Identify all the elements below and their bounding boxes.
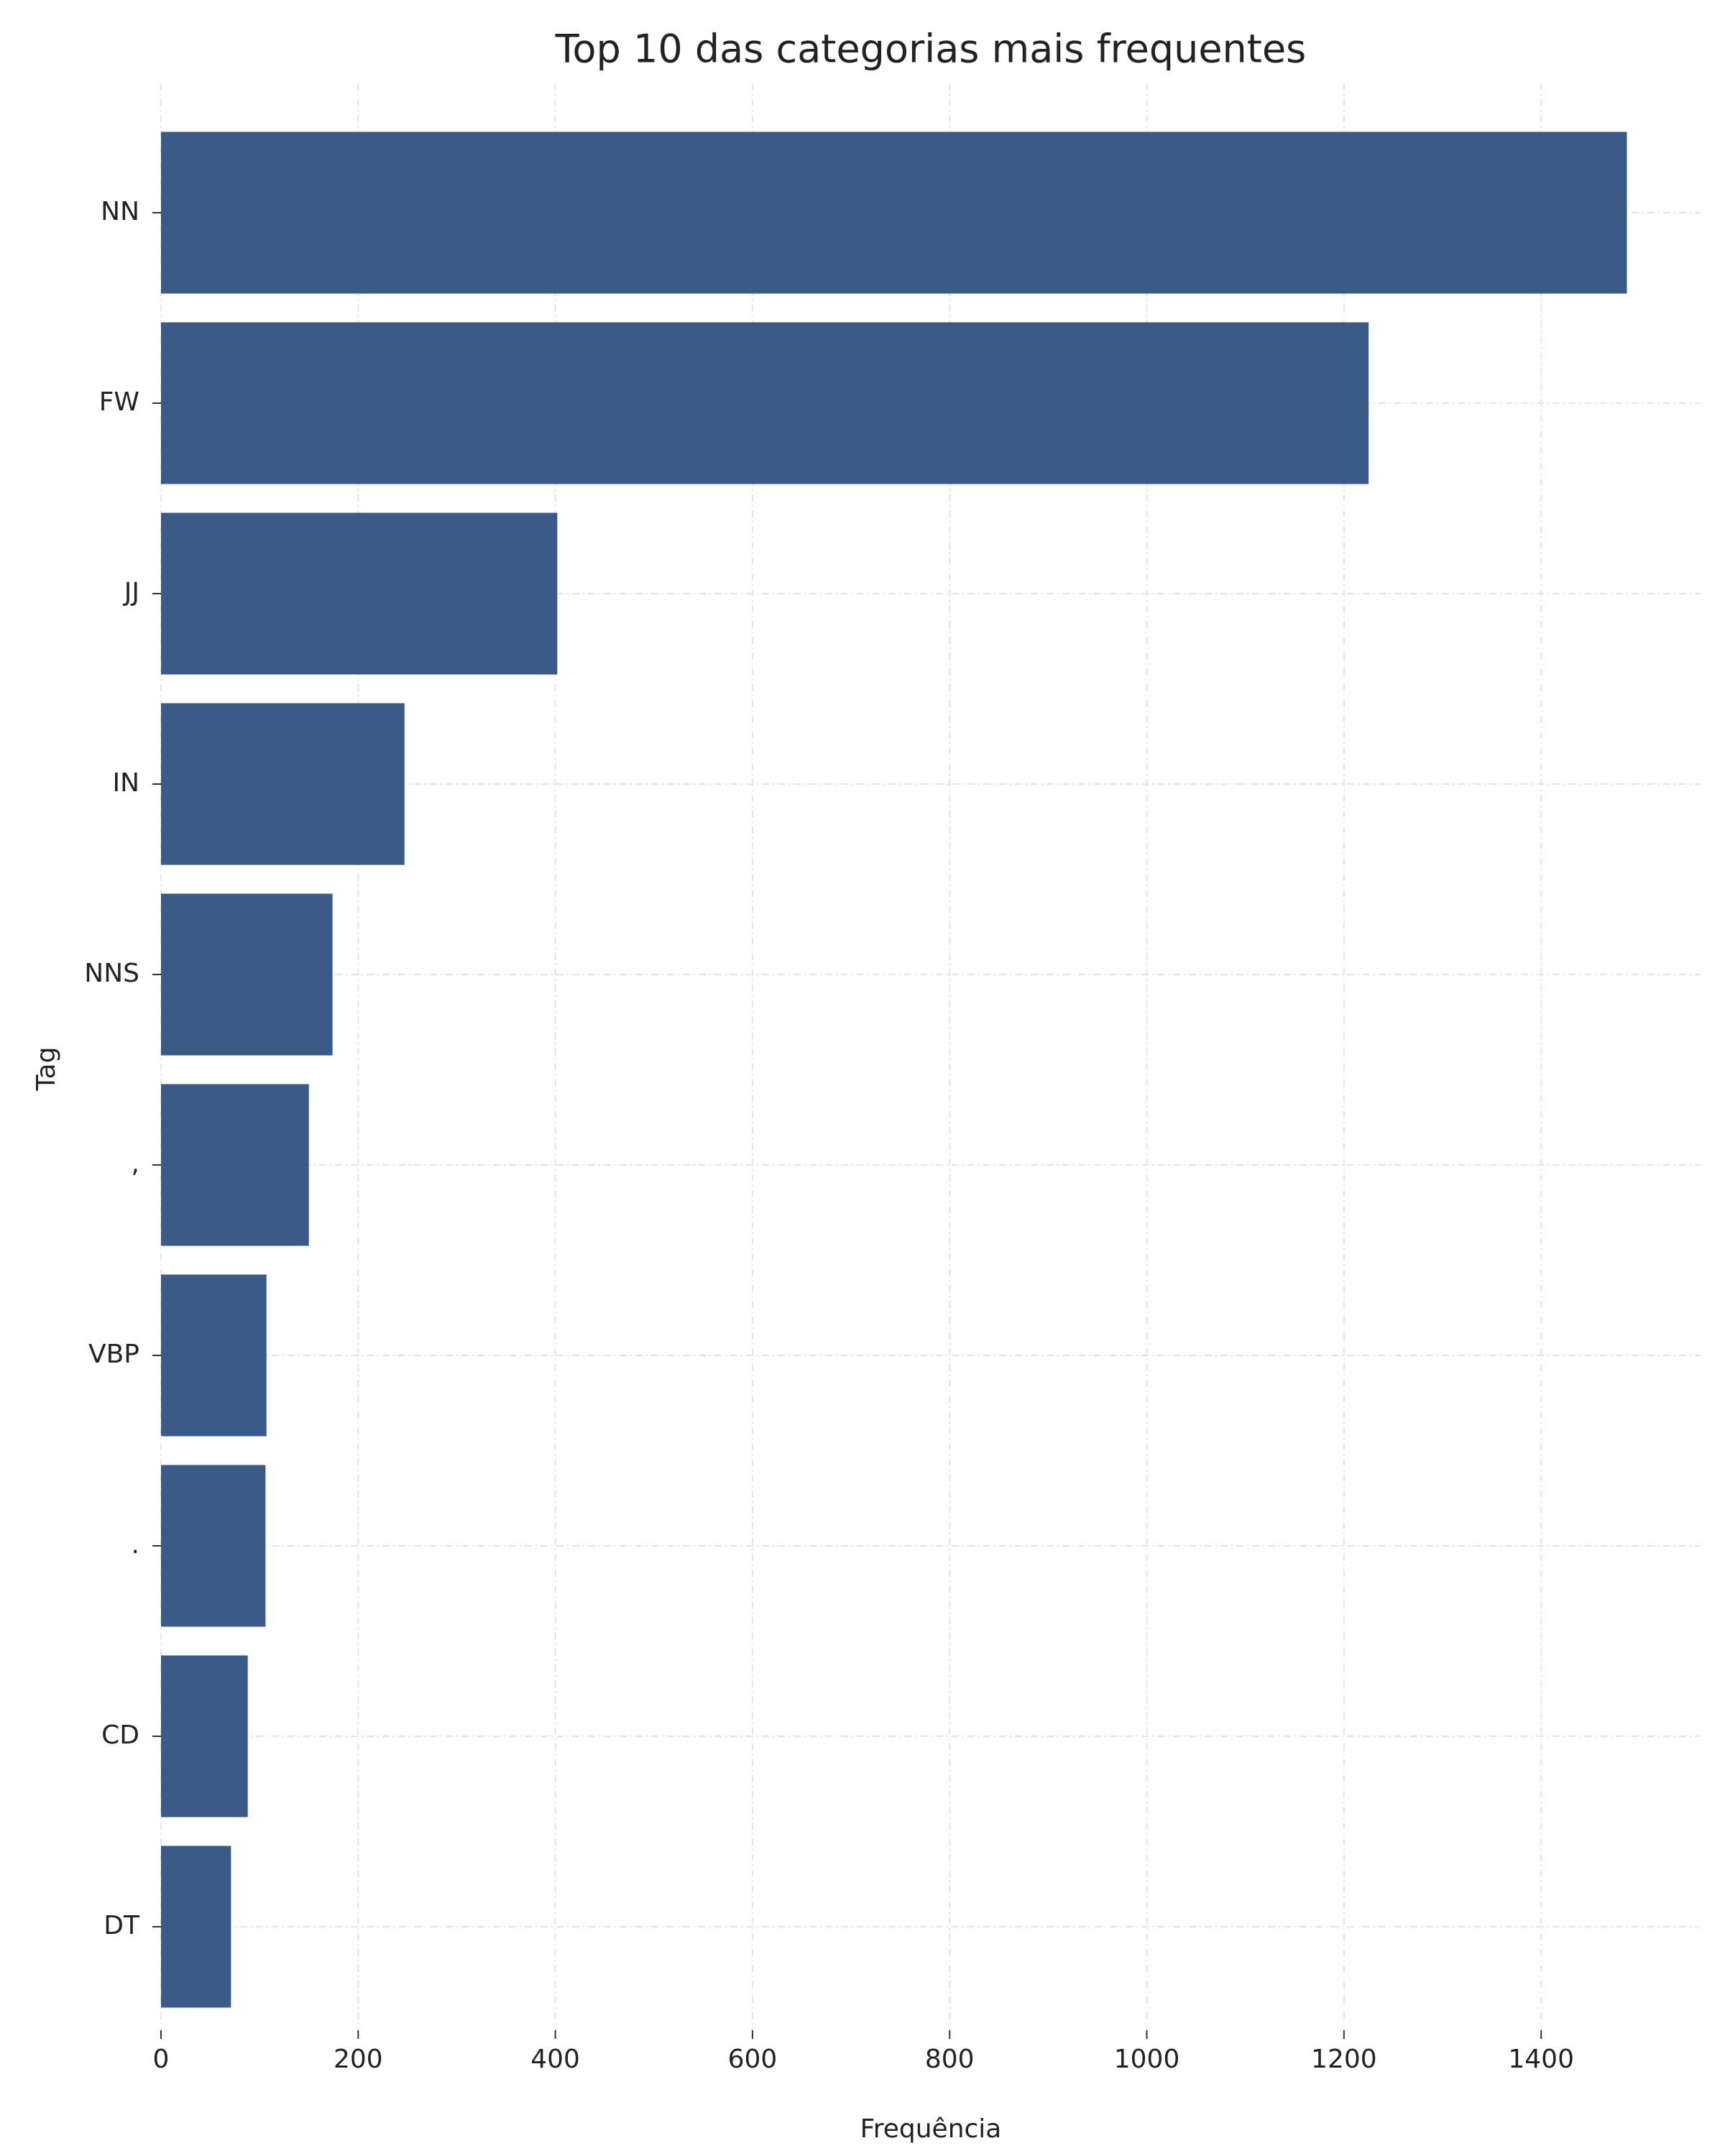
bar <box>161 1846 231 2008</box>
x-tick-label: 600 <box>728 2045 778 2074</box>
x-tick-label: 0 <box>153 2045 170 2074</box>
x-tick-label: 1400 <box>1508 2045 1574 2074</box>
bar <box>161 703 405 865</box>
x-axis-label: Frequência <box>860 2114 1002 2144</box>
bar <box>161 1465 266 1627</box>
y-tick-label: . <box>132 1530 139 1560</box>
y-tick-label: VBP <box>88 1340 139 1369</box>
x-tick-label: 1200 <box>1311 2045 1377 2074</box>
x-tick-label: 400 <box>530 2045 580 2074</box>
x-tick-label: 200 <box>334 2045 383 2074</box>
bar <box>161 1655 248 1818</box>
bar <box>161 893 333 1056</box>
y-tick-label: NN <box>101 197 139 226</box>
bar <box>161 512 558 675</box>
bar <box>161 132 1627 294</box>
y-tick-label: NNS <box>84 959 139 988</box>
y-tick-label: CD <box>101 1720 139 1750</box>
y-axis-label: Tag <box>32 1047 61 1092</box>
bar <box>161 1084 309 1246</box>
y-tick-label: FW <box>99 387 139 417</box>
x-tick-label: 800 <box>925 2045 975 2074</box>
y-tick-label: DT <box>104 1911 140 1940</box>
x-tick-label: 1000 <box>1114 2045 1180 2074</box>
chart-title: Top 10 das categorias mais frequentes <box>555 27 1307 72</box>
y-tick-label: , <box>132 1149 139 1179</box>
bar <box>161 322 1369 484</box>
bar <box>161 1274 267 1437</box>
y-tick-label: JJ <box>123 578 139 607</box>
y-tick-label: IN <box>112 768 139 798</box>
